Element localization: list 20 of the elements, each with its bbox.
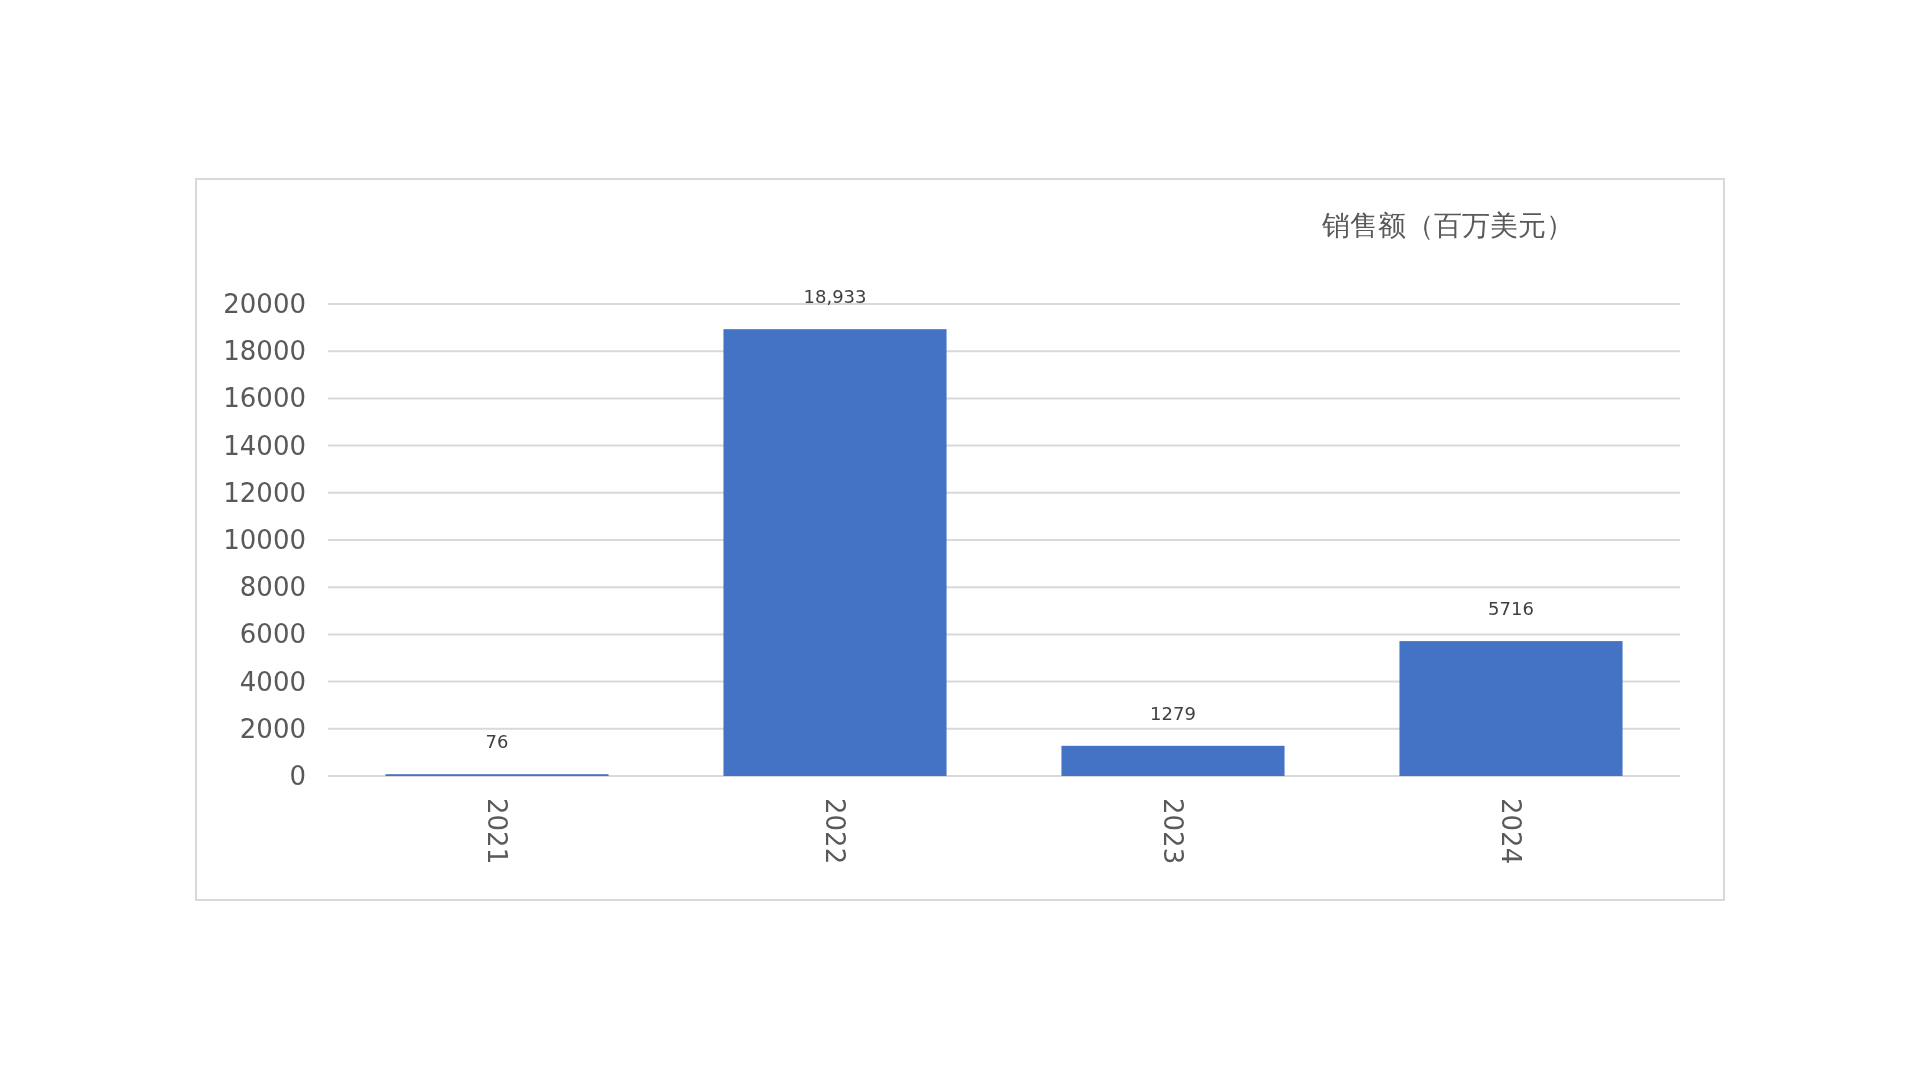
x-tick-label: 2023: [1158, 798, 1188, 865]
y-tick-label: 12000: [223, 477, 306, 508]
y-tick-label: 16000: [223, 383, 306, 414]
y-tick-label: 18000: [223, 336, 306, 367]
title: 销售额（百万美元）: [1322, 209, 1574, 242]
y-tick-label: 8000: [239, 572, 306, 603]
x-tick-label: 2021: [482, 798, 512, 865]
y-tick-label: 10000: [223, 525, 306, 555]
x-tick-label: 2022: [820, 798, 850, 865]
x-tick-label: 2024: [1496, 798, 1526, 865]
data-label: 1279: [1150, 702, 1196, 724]
y-tick-label: 2000: [239, 713, 306, 744]
data-label: 76: [485, 731, 509, 753]
y-tick-label: 0: [289, 761, 306, 791]
data-label: 5716: [1488, 598, 1534, 620]
y-tick-label: 6000: [239, 619, 306, 650]
y-tick-label: 4000: [239, 666, 306, 697]
y-tick-label: 14000: [223, 430, 306, 461]
y-tick-label: 20000: [223, 289, 306, 319]
data-label: 18,933: [803, 286, 867, 308]
